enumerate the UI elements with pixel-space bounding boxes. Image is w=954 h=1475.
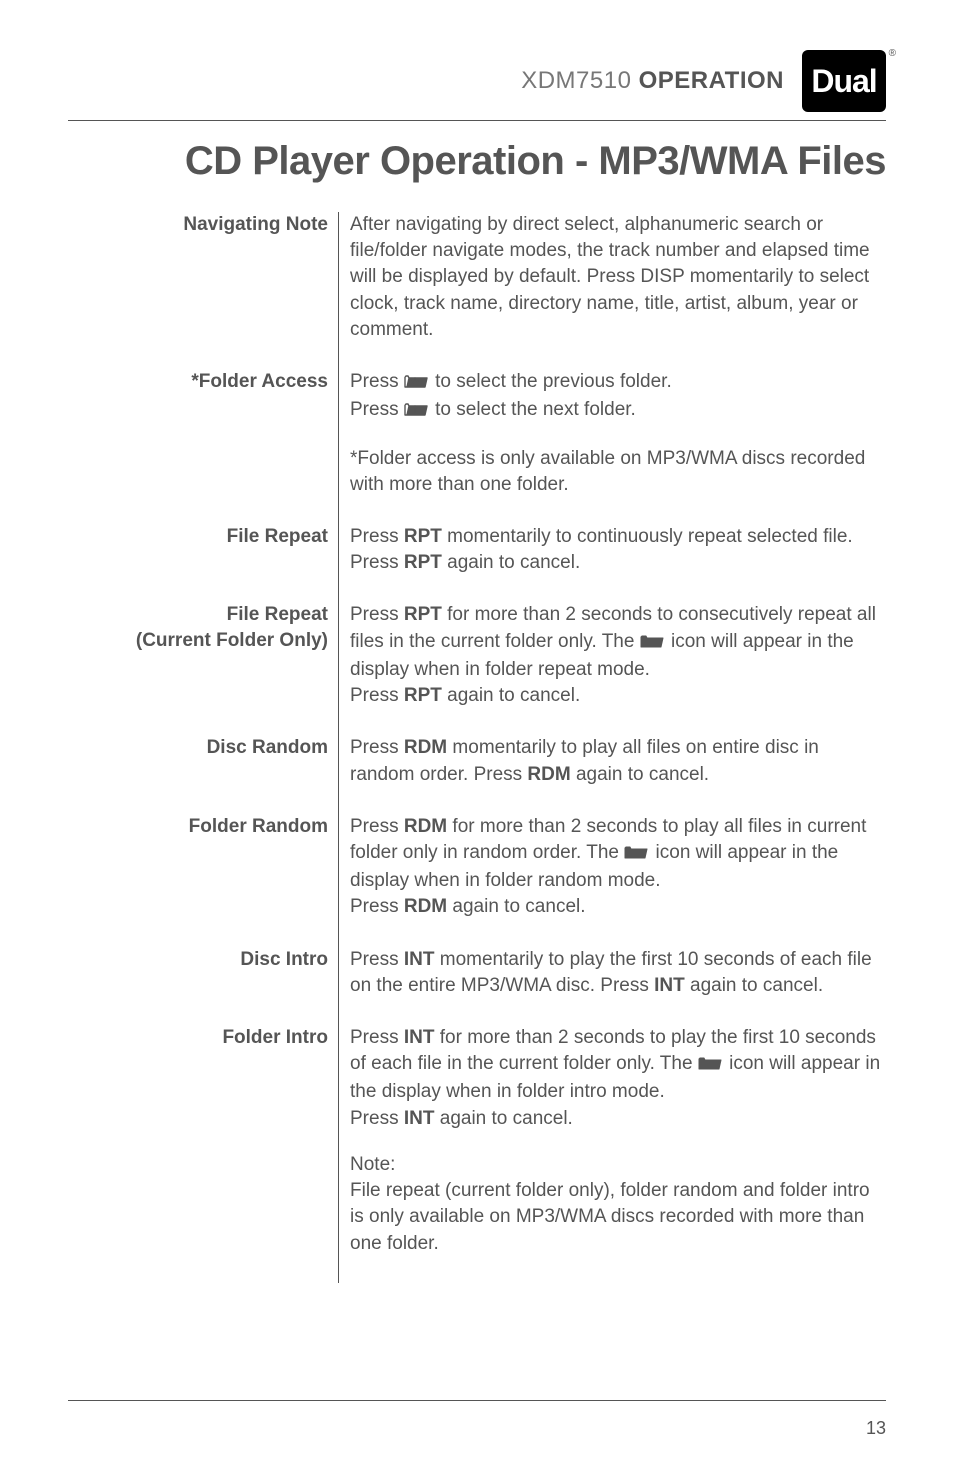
row-label: Folder Random: [68, 814, 328, 947]
row-body: Press RDM for more than 2 seconds to pla…: [350, 814, 886, 947]
row-body: After navigating by direct select, alpha…: [350, 212, 886, 369]
folder-icon: [640, 631, 666, 657]
row-body: Press RDM momentarily to play all files …: [350, 735, 886, 813]
separator-cell: [328, 1025, 350, 1283]
row-label: File Repeat: [68, 524, 328, 602]
folder-up-icon: [404, 399, 430, 425]
vertical-separator: [338, 814, 339, 947]
row-body: Press INT momentarily to play the first …: [350, 947, 886, 1025]
vertical-separator: [338, 212, 339, 369]
separator-cell: [328, 602, 350, 735]
body-paragraph: After navigating by direct select, alpha…: [350, 212, 886, 343]
content-row: Navigating NoteAfter navigating by direc…: [68, 212, 886, 369]
body-paragraph: Press RPT for more than 2 seconds to con…: [350, 602, 886, 709]
body-paragraph: Press RDM momentarily to play all files …: [350, 735, 886, 787]
body-paragraph: Press RDM for more than 2 seconds to pla…: [350, 814, 886, 921]
content-row: File Repeat(Current Folder Only)Press RP…: [68, 602, 886, 735]
body-paragraph: Press to select the previous folder.Pres…: [350, 369, 886, 425]
row-label: *Folder Access: [68, 369, 328, 524]
folder-icon: [624, 842, 650, 868]
separator-cell: [328, 369, 350, 524]
folder-icon: [698, 1053, 724, 1079]
content-row: Disc Random Press RDM momentarily to play…: [68, 735, 886, 813]
row-label: File Repeat(Current Folder Only): [68, 602, 328, 735]
vertical-separator: [338, 735, 339, 813]
content-table: Navigating NoteAfter navigating by direc…: [68, 212, 886, 1283]
row-body: Press to select the previous folder.Pres…: [350, 369, 886, 524]
row-body: Press RPT for more than 2 seconds to con…: [350, 602, 886, 735]
vertical-separator: [338, 1025, 339, 1283]
body-paragraph: Press INT for more than 2 seconds to pla…: [350, 1025, 886, 1132]
row-label: Disc Intro: [68, 947, 328, 1025]
registered-mark: ®: [889, 48, 896, 59]
content-row: Folder RandomPress RDM for more than 2 s…: [68, 814, 886, 947]
row-label: Navigating Note: [68, 212, 328, 369]
header-divider: [68, 120, 886, 121]
row-label: Folder Intro: [68, 1025, 328, 1283]
body-paragraph: *Folder access is only available on MP3/…: [350, 446, 886, 498]
body-paragraph: Press RPT momentarily to continuously re…: [350, 524, 886, 576]
separator-cell: [328, 212, 350, 369]
separator-cell: [328, 947, 350, 1025]
row-body: Press INT for more than 2 seconds to pla…: [350, 1025, 886, 1283]
vertical-separator: [338, 947, 339, 1025]
vertical-separator: [338, 602, 339, 735]
vertical-separator: [338, 369, 339, 524]
page-number: 13: [866, 1418, 886, 1439]
body-paragraph: Press INT momentarily to play the first …: [350, 947, 886, 999]
header: XDM7510 OPERATION Dual ®: [68, 50, 886, 112]
content-row: Folder IntroPress INT for more than 2 se…: [68, 1025, 886, 1283]
row-label: Disc Random: [68, 735, 328, 813]
content-row: *Folder Access Press to select the previo…: [68, 369, 886, 524]
separator-cell: [328, 524, 350, 602]
header-text: XDM7510 OPERATION: [521, 67, 784, 95]
row-body: Press RPT momentarily to continuously re…: [350, 524, 886, 602]
model-number: XDM7510: [521, 67, 631, 94]
content-row: File Repeat Press RPT momentarily to cont…: [68, 524, 886, 602]
page-title: CD Player Operation - MP3/WMA Files: [68, 139, 886, 184]
brand-logo-text: Dual: [811, 63, 876, 100]
operation-label: OPERATION: [639, 67, 784, 94]
separator-cell: [328, 735, 350, 813]
brand-logo: Dual ®: [802, 50, 886, 112]
separator-cell: [328, 814, 350, 947]
content-row: Disc Intro Press INT momentarily to play …: [68, 947, 886, 1025]
footer-divider: [68, 1400, 886, 1401]
folder-down-icon: [404, 371, 430, 397]
vertical-separator: [338, 524, 339, 602]
body-paragraph: Note:File repeat (current folder only), …: [350, 1152, 886, 1257]
